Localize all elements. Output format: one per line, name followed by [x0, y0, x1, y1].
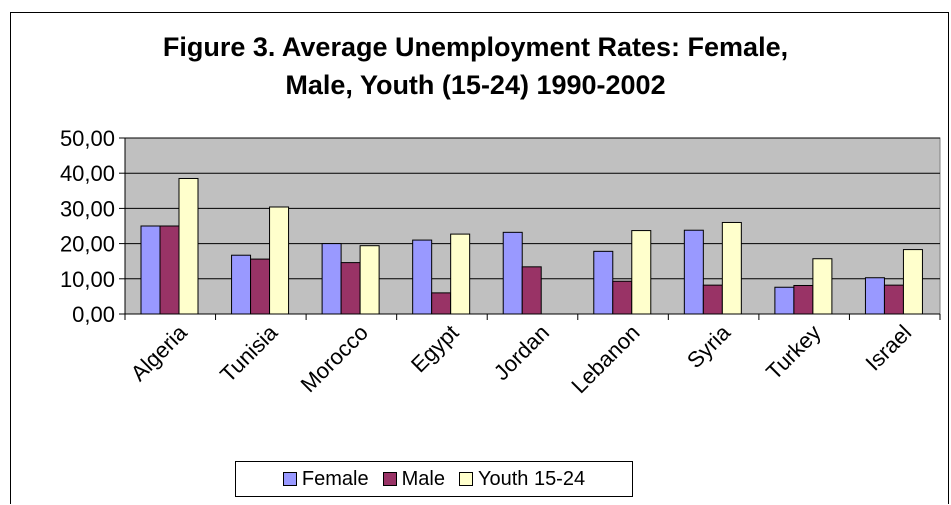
- bar-youth-15-24-syria: [721, 221, 742, 315]
- bar-female-lebanon: [593, 250, 614, 315]
- bar-youth-15-24-egypt: [450, 233, 471, 315]
- bar-youth-15-24-turkey: [812, 258, 833, 315]
- x-tick-label-turkey: Turkey: [761, 320, 826, 385]
- bar-male-tunisia: [250, 258, 271, 315]
- legend-swatch-youth: [458, 472, 473, 486]
- bar-youth-15-24-tunisia: [269, 206, 290, 315]
- bar-female-syria: [683, 229, 704, 315]
- bar-male-israel: [883, 284, 904, 315]
- bar-male-jordan: [521, 266, 542, 315]
- bar-male-morocco: [340, 262, 361, 315]
- bar-female-israel: [864, 277, 885, 315]
- x-tick-label-algeria: Algeria: [126, 319, 193, 386]
- legend-label-male: Male: [401, 467, 445, 490]
- x-tick-label-tunisia: Tunisia: [215, 319, 283, 387]
- bar-female-egypt: [412, 239, 433, 315]
- bar-female-algeria: [140, 225, 161, 315]
- chart-title-line-2: Male, Youth (15-24) 1990-2002: [285, 70, 666, 100]
- bar-youth-15-24-morocco: [359, 245, 380, 315]
- bar-male-algeria: [159, 225, 180, 315]
- bar-female-morocco: [321, 243, 342, 315]
- x-tick-label-israel: Israel: [861, 320, 917, 376]
- y-tick-label: 20,00: [60, 232, 115, 257]
- legend-label-female: Female: [301, 467, 369, 490]
- legend: Female Male Youth 15-24: [235, 461, 633, 497]
- x-tick-label-syria: Syria: [682, 319, 736, 373]
- legend-item-youth: Youth 15-24: [458, 467, 586, 491]
- x-tick-label-lebanon: Lebanon: [566, 320, 644, 398]
- legend-swatch-male: [382, 472, 397, 486]
- legend-label-youth: Youth 15-24: [477, 467, 586, 490]
- bar-female-jordan: [502, 231, 523, 315]
- bar-youth-15-24-lebanon: [631, 230, 652, 315]
- bar-youth-15-24-israel: [902, 249, 923, 315]
- bar-male-turkey: [793, 284, 814, 315]
- bar-male-syria: [702, 284, 723, 315]
- bar-youth-15-24-algeria: [178, 177, 199, 315]
- chart-frame: [10, 12, 949, 504]
- bar-male-lebanon: [612, 280, 633, 315]
- y-tick-label: 50,00: [60, 126, 115, 151]
- y-tick-label: 0,00: [72, 302, 115, 327]
- y-tick-label: 30,00: [60, 196, 115, 221]
- y-tick-label: 10,00: [60, 267, 115, 292]
- x-tick-label-morocco: Morocco: [296, 320, 373, 397]
- bar-female-turkey: [774, 286, 795, 315]
- x-tick-label-jordan: Jordan: [489, 320, 554, 385]
- bar-male-egypt: [431, 292, 452, 315]
- x-tick-label-egypt: Egypt: [406, 320, 463, 377]
- y-tick-label: 40,00: [60, 161, 115, 186]
- legend-item-male: Male: [382, 467, 445, 491]
- bar-female-tunisia: [231, 254, 252, 315]
- legend-item-female: Female: [282, 467, 369, 491]
- chart-title-line-1: Figure 3. Average Unemployment Rates: Fe…: [162, 32, 789, 62]
- legend-swatch-female: [282, 472, 297, 486]
